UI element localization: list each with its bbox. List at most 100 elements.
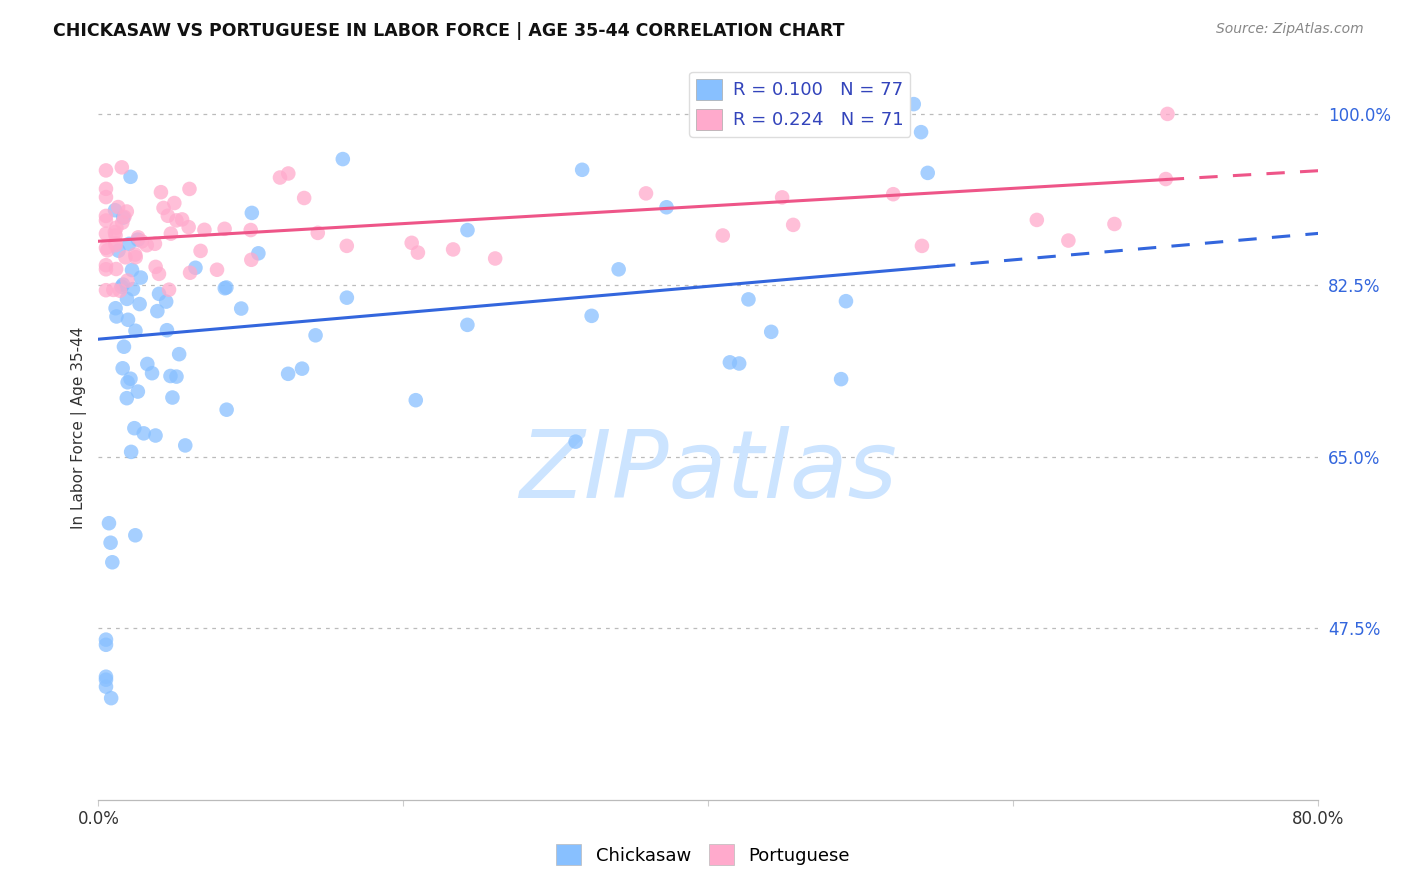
Point — [782, 218, 804, 232]
Point — [128, 297, 150, 311]
Point — [240, 252, 263, 267]
Point — [94, 190, 117, 204]
Point — [127, 233, 149, 247]
Point — [179, 182, 201, 196]
Point — [127, 384, 149, 399]
Point — [193, 223, 215, 237]
Point — [277, 367, 299, 381]
Point — [205, 262, 228, 277]
Point — [160, 227, 183, 241]
Point — [94, 262, 117, 277]
Point — [135, 238, 157, 252]
Point — [117, 312, 139, 326]
Point — [108, 284, 131, 298]
Point — [148, 286, 170, 301]
Point — [104, 203, 127, 218]
Point — [94, 673, 117, 687]
Point — [104, 301, 127, 316]
Text: Source: ZipAtlas.com: Source: ZipAtlas.com — [1216, 22, 1364, 37]
Point — [149, 185, 172, 199]
Point — [125, 250, 148, 264]
Point — [1104, 217, 1126, 231]
Point — [114, 250, 136, 264]
Point — [124, 247, 146, 261]
Point — [564, 434, 586, 449]
Point — [215, 402, 238, 417]
Point — [145, 260, 167, 274]
Point — [107, 244, 129, 258]
Point — [332, 152, 354, 166]
Point — [1057, 234, 1080, 248]
Point — [770, 190, 793, 204]
Legend: R = 0.100   N = 77, R = 0.224   N = 71: R = 0.100 N = 77, R = 0.224 N = 71 — [689, 71, 911, 136]
Point — [112, 210, 135, 224]
Point — [94, 213, 117, 227]
Point — [100, 691, 122, 706]
Point — [1154, 172, 1177, 186]
Point — [115, 204, 138, 219]
Point — [307, 226, 329, 240]
Point — [117, 274, 139, 288]
Point — [115, 292, 138, 306]
Point — [291, 361, 314, 376]
Point — [247, 246, 270, 260]
Point — [112, 340, 135, 354]
Point — [121, 263, 143, 277]
Point — [124, 324, 146, 338]
Point — [146, 304, 169, 318]
Point — [607, 262, 630, 277]
Point — [406, 245, 429, 260]
Point — [634, 186, 657, 201]
Point — [124, 421, 146, 435]
Point — [104, 238, 127, 252]
Point — [269, 170, 291, 185]
Point — [143, 236, 166, 251]
Point — [94, 163, 117, 178]
Point — [441, 243, 464, 257]
Text: ZIPatlas: ZIPatlas — [519, 426, 897, 517]
Point — [105, 262, 128, 277]
Point — [718, 355, 741, 369]
Point — [761, 325, 783, 339]
Point — [304, 328, 326, 343]
Point — [917, 166, 939, 180]
Point — [165, 213, 187, 227]
Point — [172, 212, 194, 227]
Point — [110, 279, 132, 293]
Point — [117, 376, 139, 390]
Point — [115, 391, 138, 405]
Point — [214, 281, 236, 295]
Point — [156, 209, 179, 223]
Point — [98, 516, 121, 531]
Point — [145, 428, 167, 442]
Point — [132, 426, 155, 441]
Point — [484, 252, 506, 266]
Point — [239, 223, 262, 237]
Point — [112, 277, 135, 292]
Point — [112, 211, 135, 225]
Point — [122, 282, 145, 296]
Point — [292, 191, 315, 205]
Point — [94, 182, 117, 196]
Point — [184, 260, 207, 275]
Point — [581, 309, 603, 323]
Point — [711, 228, 734, 243]
Point — [131, 235, 153, 249]
Point — [910, 125, 932, 139]
Point — [214, 222, 236, 236]
Point — [277, 166, 299, 180]
Point — [94, 241, 117, 255]
Point — [835, 294, 858, 309]
Point — [655, 200, 678, 214]
Point — [1156, 107, 1178, 121]
Point — [120, 372, 142, 386]
Point — [728, 357, 751, 371]
Text: CHICKASAW VS PORTUGUESE IN LABOR FORCE | AGE 35-44 CORRELATION CHART: CHICKASAW VS PORTUGUESE IN LABOR FORCE |… — [53, 22, 845, 40]
Point — [129, 270, 152, 285]
Point — [94, 283, 117, 297]
Point — [401, 235, 423, 250]
Point — [737, 293, 759, 307]
Point — [882, 187, 904, 202]
Point — [105, 310, 128, 324]
Point — [148, 267, 170, 281]
